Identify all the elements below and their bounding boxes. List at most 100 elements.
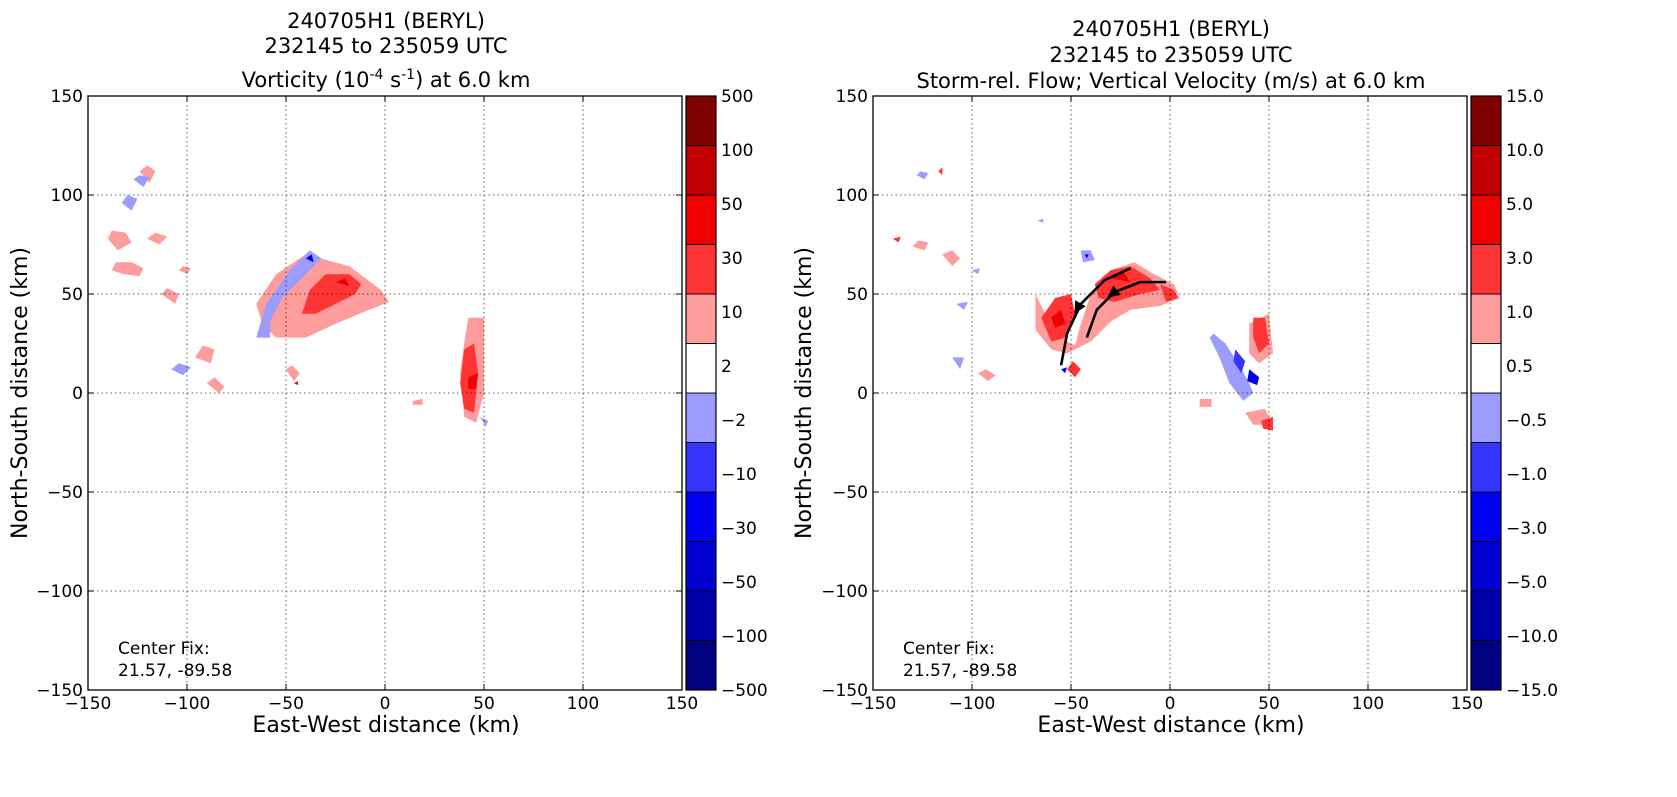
colorbar-bin — [685, 590, 717, 641]
x-tick-label: −150 — [65, 694, 112, 714]
field-region-2 — [892, 236, 901, 243]
colorbar-tick-label: −500 — [721, 681, 768, 701]
x-tick-label: 100 — [1352, 694, 1384, 714]
colorbar-bin — [1470, 145, 1502, 196]
x-tick-label: 50 — [473, 694, 495, 714]
field-region-16 — [1080, 250, 1095, 263]
colorbar-tick-label: 0.5 — [1506, 357, 1533, 377]
colorbar-bin — [685, 640, 717, 691]
y-tick-label: 50 — [846, 285, 868, 305]
field-region-4 — [133, 175, 150, 188]
field-region-20 — [468, 373, 479, 389]
field-region-15 — [335, 278, 350, 287]
field-region-13 — [305, 254, 314, 263]
colorbar-tick-label: −50 — [721, 573, 757, 593]
field-region-1 — [938, 167, 943, 176]
field-region-8 — [171, 363, 191, 376]
colorbar-tick-label: −0.5 — [1506, 411, 1547, 431]
field-region-19 — [1061, 367, 1067, 374]
y-tick-label: −50 — [832, 483, 868, 503]
y-tick-label: 150 — [51, 87, 83, 107]
field-region-17 — [293, 381, 298, 386]
colorbar-bin — [685, 244, 717, 295]
y-tick-label: 100 — [836, 186, 868, 206]
vertical-velocity-field — [892, 167, 1273, 431]
colorbar-bin — [685, 392, 717, 443]
y-tick-label: 0 — [72, 384, 83, 404]
y-tick-label: 100 — [51, 186, 83, 206]
colorbar-bin — [1470, 541, 1502, 592]
colorbar-tick-label: −5.0 — [1506, 573, 1547, 593]
panel2-title-line1: 240705H1 (BERYL) — [1072, 17, 1270, 41]
colorbar-tick-label: 2 — [721, 357, 732, 377]
panel1-x-axis-label: East-West distance (km) — [252, 713, 519, 738]
y-tick-label: 0 — [857, 384, 868, 404]
colorbar-bin — [685, 145, 717, 196]
panel1-title-line3: Vorticity (10-4 s-1) at 6.0 km — [242, 67, 531, 92]
colorbar-bin — [685, 343, 717, 394]
x-tick-label: 0 — [380, 694, 391, 714]
colorbar-bin — [685, 491, 717, 542]
field-region-6 — [956, 301, 968, 310]
colorbar-bin — [685, 442, 717, 493]
colorbar-tick-label: 3.0 — [1506, 249, 1533, 269]
colorbar-tick-label: −1.0 — [1506, 465, 1547, 485]
vorticity-panel: 240705H1 (BERYL) 232145 to 235059 UTC Vo… — [8, 9, 768, 738]
field-region-24 — [1253, 317, 1269, 354]
colorbar-bin — [685, 95, 717, 146]
y-tick-label: 150 — [836, 87, 868, 107]
x-tick-label: 150 — [666, 694, 698, 714]
colorbar-bin — [1470, 95, 1502, 146]
x-tick-label: 50 — [1258, 694, 1280, 714]
colorbar-frame — [1470, 95, 1502, 691]
panel1-y-axis-label: North-South distance (km) — [8, 247, 33, 539]
panel2-title-line3: Storm-rel. Flow; Vertical Velocity (m/s)… — [916, 69, 1425, 93]
field-region-21 — [1233, 349, 1246, 374]
colorbar-bin — [1470, 293, 1502, 344]
y-tick-label: 50 — [61, 285, 83, 305]
panel2-y-axis: −150 −100 −50 0 50 100 150 — [821, 87, 1467, 701]
colorbar-bin — [1470, 442, 1502, 493]
panel1-center-fix-label: Center Fix: — [118, 639, 210, 659]
panel1-x-axis: −150 −100 −50 0 50 100 150 — [65, 96, 698, 714]
field-region-8 — [977, 369, 996, 382]
y-tick-label: −50 — [47, 483, 83, 503]
colorbar-bin — [1470, 343, 1502, 394]
colorbar-tick-label: 10.0 — [1506, 141, 1544, 161]
panel2-grid — [873, 96, 1467, 690]
field-region-25 — [1199, 398, 1212, 407]
panel2-x-axis: −150 −100 −50 0 50 100 150 — [850, 96, 1483, 714]
colorbar-bin — [685, 541, 717, 592]
colorbar-bin — [685, 293, 717, 344]
colorbar-tick-label: 10 — [721, 303, 743, 323]
storm-relative-flow-streamlines — [1059, 267, 1167, 366]
panel1-grid — [88, 96, 682, 690]
y-tick-label: −150 — [821, 681, 868, 701]
colorbar-bin — [1470, 491, 1502, 542]
x-tick-label: −100 — [164, 694, 211, 714]
field-region-15 — [1160, 284, 1178, 302]
colorbar-tick-label: −100 — [721, 627, 768, 647]
panel1-center-fix-value: 21.57, -89.58 — [118, 661, 232, 681]
x-tick-label: 100 — [567, 694, 599, 714]
field-region-6 — [161, 288, 180, 304]
field-region-12 — [256, 250, 322, 338]
colorbar-tick-label: 50 — [721, 195, 743, 215]
field-region-2 — [121, 195, 138, 211]
x-tick-label: 150 — [1451, 694, 1483, 714]
y-tick-label: −150 — [36, 681, 83, 701]
field-region-12 — [1051, 309, 1066, 328]
colorbar-bin — [1470, 244, 1502, 295]
panel1-title-line2: 232145 to 235059 UTC — [264, 34, 507, 58]
colorbar-tick-label: −30 — [721, 519, 757, 539]
y-tick-label: −100 — [821, 582, 868, 602]
flow-arrowhead-1 — [1107, 285, 1121, 298]
field-region-18 — [1067, 361, 1081, 378]
field-region-0 — [916, 171, 929, 180]
field-region-4 — [942, 250, 961, 267]
colorbar-tick-label: 500 — [721, 87, 753, 107]
field-region-7 — [179, 266, 191, 275]
x-tick-label: −100 — [949, 694, 996, 714]
field-region-10 — [206, 377, 225, 393]
panel2-x-axis-label: East-West distance (km) — [1037, 713, 1304, 738]
